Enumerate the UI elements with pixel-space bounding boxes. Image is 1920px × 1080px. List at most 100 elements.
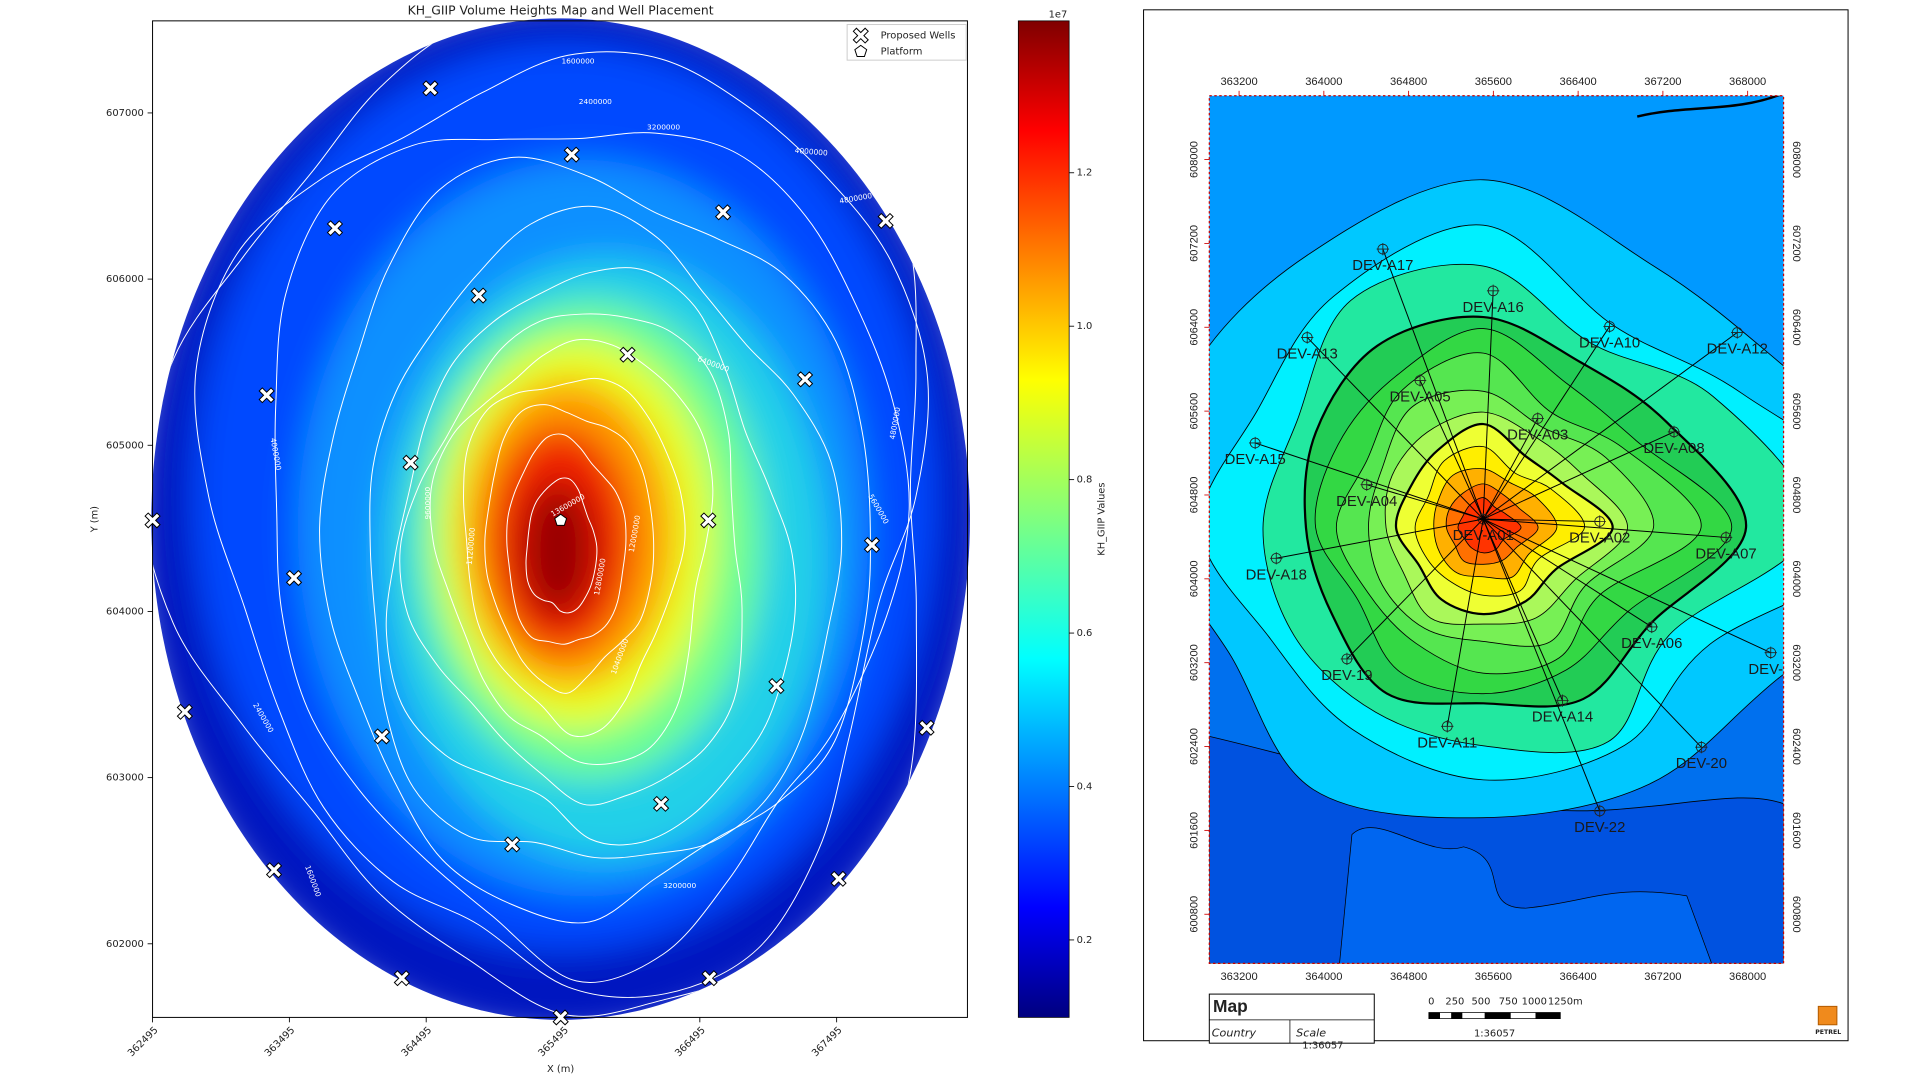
proposed-well — [619, 346, 636, 363]
well-label: DEV-19 — [1321, 668, 1372, 684]
proposed-well — [470, 287, 487, 304]
colorbar-tick-label: 1.0 — [1077, 321, 1093, 332]
y-tick-label: 600800 — [1790, 896, 1802, 933]
well-label: DEV-A08 — [1643, 441, 1704, 457]
scale-bar-label: 1000 — [1522, 996, 1547, 1007]
proposed-well — [373, 728, 391, 745]
scale-bar-segment — [1451, 1012, 1463, 1019]
y-tick-label: 604000 — [1188, 560, 1200, 597]
colorbar-tick-label: 0.6 — [1077, 628, 1093, 639]
x-tick-label: 363200 — [1220, 76, 1257, 88]
well-trajectory — [1346, 518, 1484, 660]
well-trajectory — [1482, 518, 1653, 628]
x-tick-label: 367200 — [1644, 76, 1681, 88]
well — [1270, 552, 1283, 565]
y-tick-label: 604800 — [1790, 477, 1802, 514]
title-box: Map Country Scale 1:36057 — [1208, 993, 1375, 1052]
country-label: Country — [1212, 1026, 1257, 1039]
contour-label: 11200000 — [465, 527, 477, 565]
well-trajectory — [1483, 518, 1600, 522]
well — [1667, 425, 1681, 439]
well-label: DEV-A07 — [1695, 547, 1756, 563]
proposed-well — [863, 536, 881, 554]
contour-label: 3200000 — [647, 123, 680, 132]
scale-bar-segment — [1535, 1012, 1561, 1019]
well — [1376, 242, 1390, 256]
scale-bar-label: 1250m — [1548, 996, 1583, 1007]
map-zone — [1339, 827, 1713, 964]
well — [1340, 652, 1354, 666]
map-border — [1208, 95, 1785, 965]
proposed-well — [285, 569, 303, 587]
proposed-well — [258, 387, 275, 404]
y-tick-label: 602400 — [1790, 728, 1802, 765]
well-trajectory — [1446, 519, 1484, 727]
proposed-well — [700, 512, 717, 529]
proposed-well — [176, 703, 193, 720]
well — [1531, 412, 1544, 425]
well — [1360, 478, 1373, 491]
scale-label: Scale — [1296, 1026, 1326, 1039]
scale-bar-label: 0 — [1428, 996, 1434, 1007]
scale-value: 1:36057 — [1302, 1041, 1343, 1052]
scale-bar-segment — [1428, 1012, 1440, 1019]
well-trajectory — [1255, 442, 1484, 520]
well — [1731, 326, 1744, 339]
proposed-well — [830, 870, 847, 887]
well — [1645, 620, 1658, 634]
well — [1593, 515, 1606, 528]
contour-label: 1600000 — [561, 56, 594, 65]
proposed-well — [402, 454, 419, 471]
logo: PETREL — [1815, 1005, 1841, 1036]
well-trajectory — [1382, 248, 1484, 520]
proposed-well — [701, 970, 718, 987]
well — [1486, 284, 1500, 297]
y-tick-label: 602000 — [106, 939, 144, 950]
well — [1248, 436, 1262, 450]
proposed-well — [265, 862, 283, 879]
well — [1695, 741, 1708, 754]
well-label: DEV-A02 — [1569, 531, 1630, 547]
contour-line — [1636, 95, 1781, 118]
well-label: DEV-A06 — [1621, 636, 1682, 652]
well-label: DEV-A01 — [1453, 528, 1514, 544]
contour-label: 2400000 — [579, 97, 612, 106]
petrel-map: DEV-A17 DEV-A16 DEV-A10 DEV-A12 DEV-A13 DEV-A… — [1209, 95, 1784, 964]
well — [1593, 804, 1606, 818]
contour-label: 3200000 — [663, 881, 696, 890]
colorbar-offset: 1e7 — [1049, 10, 1068, 21]
y-tick-label: 601600 — [1790, 812, 1802, 849]
well-trajectory — [1482, 332, 1738, 520]
well-trajectory — [1482, 518, 1564, 701]
contour-line — [274, 132, 910, 983]
well-trajectory — [1482, 431, 1675, 520]
well — [1603, 320, 1616, 333]
map-title: Map — [1213, 996, 1248, 1016]
well-trajectory — [1482, 518, 1702, 748]
contour-line — [506, 433, 627, 645]
x-tick-label: 364000 — [1305, 76, 1342, 88]
contour-line — [399, 313, 743, 806]
contour-line — [369, 205, 843, 859]
proposed-well — [563, 146, 580, 163]
y-tick-label: 603200 — [1188, 644, 1200, 681]
well-trajectory — [1366, 484, 1484, 520]
y-tick-label: 606400 — [1188, 309, 1200, 346]
x-tick-label: 367200 — [1644, 971, 1681, 983]
legend-label: Platform — [881, 47, 923, 58]
scale-ratio: 1:36057 — [1474, 1028, 1515, 1039]
well-label: DEV-A04 — [1336, 494, 1397, 510]
y-tick-label: 605000 — [106, 440, 144, 451]
contour-line — [429, 338, 714, 765]
proposed-well — [504, 836, 521, 853]
scale-bar-label: 500 — [1471, 996, 1490, 1007]
scale-bar: 1:36057 — [1428, 1012, 1561, 1039]
colorbar — [1017, 20, 1070, 1018]
proposed-well — [422, 80, 439, 97]
x-tick-label: 364000 — [1305, 971, 1342, 983]
well-label: DEV-A05 — [1389, 390, 1450, 406]
x-axis-label: X (m) — [547, 1064, 574, 1075]
well-label: DEV-A17 — [1352, 258, 1413, 274]
title-box-frame — [1208, 993, 1375, 1044]
